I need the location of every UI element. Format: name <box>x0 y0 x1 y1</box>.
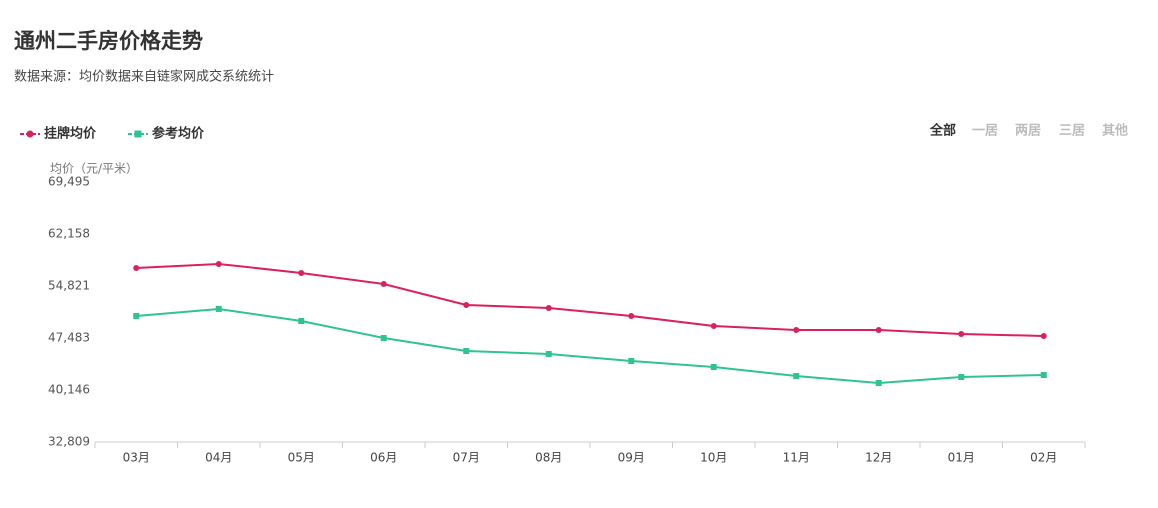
point <box>463 301 470 308</box>
y-tick-label: 62,158 <box>48 226 90 240</box>
point <box>875 380 882 387</box>
point <box>958 330 965 337</box>
x-tick-label: 03月 <box>123 451 150 465</box>
x-tick-label: 07月 <box>453 451 480 465</box>
point <box>1040 372 1047 379</box>
filter-tab[interactable]: 三居 <box>1059 124 1085 139</box>
y-tick-label: 32,809 <box>48 435 90 449</box>
legend-marker <box>134 130 142 138</box>
series-line <box>136 262 1044 337</box>
chart-subtitle: 数据来源：均价数据来自链家网成交系统统计 <box>14 69 274 85</box>
chart-title: 通州二手房价格走势 <box>14 29 203 53</box>
filter-tab[interactable]: 其他 <box>1102 123 1128 139</box>
x-tick-label: 11月 <box>783 451 810 465</box>
point <box>215 305 222 312</box>
legend-marker <box>26 130 34 138</box>
x-tick-label: 08月 <box>535 451 562 465</box>
point <box>545 304 552 311</box>
x-tick-label: 06月 <box>370 451 397 465</box>
y-tick-label: 54,821 <box>48 278 90 292</box>
series-line <box>136 307 1044 385</box>
x-tick-label: 05月 <box>288 451 315 465</box>
point <box>793 327 800 334</box>
filter-tab[interactable]: 全部 <box>929 123 956 139</box>
point <box>298 269 305 276</box>
y-tick-label: 40,146 <box>48 383 90 397</box>
x-tick-label: 12月 <box>865 451 892 465</box>
x-tick-label: 02月 <box>1030 451 1057 465</box>
point <box>215 260 222 267</box>
point <box>298 318 305 325</box>
point <box>793 373 800 380</box>
point <box>710 364 717 371</box>
point <box>133 312 140 319</box>
point <box>545 350 552 357</box>
point <box>463 347 470 354</box>
point <box>875 327 882 334</box>
x-tick-label: 10月 <box>700 451 727 465</box>
y-tick-label: 69,495 <box>48 175 90 189</box>
filter-tab[interactable]: 一居 <box>972 124 998 139</box>
y-axis-label: 均价（元/平米） <box>50 162 138 176</box>
legend-label: 参考均价 <box>152 126 205 142</box>
x-tick-label: 01月 <box>948 451 975 465</box>
point <box>958 374 965 381</box>
point <box>133 265 140 272</box>
filter-tab[interactable]: 两居 <box>1015 124 1041 139</box>
point <box>380 335 387 342</box>
point <box>380 281 387 288</box>
x-tick-label: 09月 <box>618 451 645 465</box>
y-tick-label: 47,483 <box>48 331 90 345</box>
point <box>1040 332 1047 339</box>
point <box>710 322 717 329</box>
point <box>628 312 635 319</box>
point <box>628 357 635 364</box>
legend-label: 挂牌均价 <box>44 126 97 142</box>
x-tick-label: 04月 <box>205 451 232 465</box>
